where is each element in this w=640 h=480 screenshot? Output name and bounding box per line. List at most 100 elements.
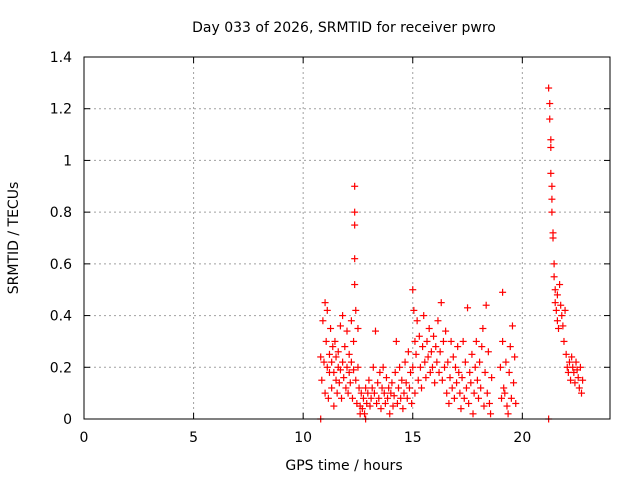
scatter-point bbox=[358, 405, 366, 413]
scatter-point bbox=[574, 374, 582, 382]
scatter-point bbox=[341, 343, 349, 351]
scatter-point bbox=[554, 325, 562, 332]
scatter-point bbox=[325, 350, 333, 358]
scatter-point bbox=[458, 374, 466, 382]
scatter-point bbox=[368, 384, 376, 392]
scatter-point bbox=[333, 389, 341, 397]
scatter-point bbox=[428, 363, 436, 371]
scatter-point bbox=[384, 394, 392, 402]
scatter-point bbox=[327, 325, 335, 332]
scatter-point bbox=[499, 288, 507, 296]
scatter-point bbox=[391, 368, 399, 376]
scatter-point bbox=[381, 399, 389, 407]
scatter-point bbox=[336, 366, 344, 374]
scatter-point bbox=[433, 358, 441, 366]
scatter-point bbox=[397, 394, 405, 402]
scatter-point bbox=[415, 332, 423, 340]
scatter-point bbox=[550, 260, 558, 268]
scatter-point bbox=[409, 286, 417, 294]
y-tick-label: 0 bbox=[63, 412, 72, 428]
scatter-point bbox=[352, 306, 360, 314]
scatter-point bbox=[466, 368, 474, 376]
scatter-point bbox=[447, 337, 455, 345]
scatter-point bbox=[499, 337, 507, 345]
scatter-point bbox=[323, 306, 331, 314]
scatter-point bbox=[323, 363, 331, 371]
scatter-point bbox=[369, 363, 377, 371]
scatter-point bbox=[548, 195, 556, 203]
scatter-point bbox=[551, 286, 559, 294]
scatter-point bbox=[550, 273, 558, 281]
scatter-point bbox=[465, 399, 473, 407]
scatter-point bbox=[418, 384, 426, 392]
scatter-point bbox=[510, 379, 518, 387]
scatter-point bbox=[375, 394, 383, 402]
y-tick-label: 1 bbox=[63, 153, 72, 169]
scatter-point bbox=[473, 376, 481, 384]
scatter-point bbox=[405, 384, 413, 392]
scatter-point bbox=[332, 353, 340, 361]
y-tick-label: 0.2 bbox=[50, 360, 72, 376]
scatter-point bbox=[416, 363, 424, 371]
scatter-point bbox=[578, 389, 586, 397]
scatter-point bbox=[373, 399, 381, 407]
scatter-point bbox=[362, 384, 370, 392]
scatter-point bbox=[411, 389, 419, 397]
scatter-point bbox=[556, 281, 564, 289]
scatter-point bbox=[558, 312, 566, 320]
scatter-point bbox=[512, 399, 520, 407]
x-axis-ticks: 0 5 10 15 20 bbox=[80, 57, 531, 446]
scatter-point bbox=[576, 363, 584, 371]
scatter-point bbox=[450, 394, 458, 402]
scatter-point bbox=[322, 337, 330, 345]
scatter-point bbox=[351, 221, 359, 229]
scatter-point bbox=[460, 394, 468, 402]
scatter-point bbox=[330, 402, 338, 410]
scatter-point bbox=[569, 363, 577, 371]
scatter-point bbox=[451, 363, 459, 371]
scatter-point bbox=[508, 322, 516, 330]
scatter-point bbox=[579, 376, 587, 384]
scatter-point bbox=[412, 350, 420, 358]
scatter-point bbox=[404, 348, 412, 356]
scatter-point bbox=[409, 363, 417, 371]
scatter-point bbox=[390, 392, 398, 400]
scatter-point bbox=[468, 350, 476, 358]
scatter-point bbox=[435, 368, 443, 376]
scatter-point bbox=[480, 402, 488, 410]
scatter-point bbox=[455, 368, 463, 376]
scatter-point bbox=[411, 337, 419, 345]
scatter-point bbox=[553, 317, 561, 325]
scatter-point bbox=[507, 394, 515, 402]
grid-lines bbox=[84, 57, 610, 419]
y-tick-label: 0.6 bbox=[50, 257, 72, 273]
scatter-point bbox=[467, 379, 475, 387]
scatter-point bbox=[504, 410, 512, 418]
scatter-point bbox=[424, 353, 432, 361]
scatter-point bbox=[446, 374, 454, 382]
scatter-point bbox=[351, 281, 359, 289]
y-tick-label: 1.2 bbox=[50, 102, 72, 118]
scatter-point bbox=[393, 399, 401, 407]
y-tick-label: 0.4 bbox=[50, 309, 72, 325]
x-tick-label: 5 bbox=[189, 430, 198, 446]
scatter-point bbox=[441, 363, 449, 371]
scatter-point bbox=[572, 358, 580, 366]
scatter-point bbox=[511, 353, 519, 361]
x-axis-label: GPS time / hours bbox=[285, 458, 402, 474]
scatter-point bbox=[414, 376, 422, 384]
scatter-point bbox=[488, 374, 496, 382]
scatter-point bbox=[344, 389, 352, 397]
scatter-point bbox=[371, 327, 379, 335]
y-tick-label: 1.4 bbox=[50, 50, 72, 66]
scatter-point bbox=[357, 389, 365, 397]
scatter-point bbox=[470, 389, 478, 397]
scatter-point bbox=[568, 353, 576, 361]
scatter-point bbox=[559, 322, 567, 330]
scatter-point bbox=[324, 394, 332, 402]
scatter-point bbox=[335, 379, 343, 387]
scatter-point bbox=[444, 358, 452, 366]
scatter-point bbox=[392, 337, 400, 345]
scatter-point bbox=[321, 389, 329, 397]
